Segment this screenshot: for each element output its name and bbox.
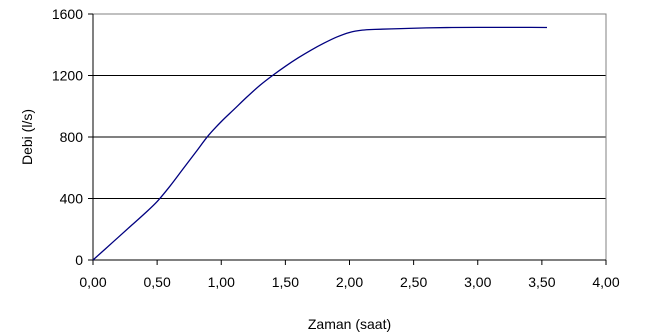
x-tick-label: 1,50 (272, 274, 299, 290)
x-tick-label: 1,00 (208, 274, 235, 290)
y-tick-label: 800 (60, 129, 84, 145)
x-tick-label: 0,00 (79, 274, 106, 290)
gridlines (93, 75, 606, 199)
y-tick-label: 1600 (52, 6, 83, 22)
y-tick-labels: 0 400 800 1200 1600 (52, 6, 83, 268)
x-tick-label: 2,00 (336, 274, 363, 290)
x-tick-labels: 0,00 0,50 1,00 1,50 2,00 2,50 3,00 3,50 4,00 (79, 274, 619, 290)
y-tick-label: 1200 (52, 68, 83, 84)
axes (88, 13, 607, 265)
y-tick-label: 0 (75, 252, 83, 268)
x-tick-label: 3,00 (464, 274, 491, 290)
series-line (92, 26, 548, 261)
x-axis-title: Zaman (saat) (308, 316, 391, 332)
x-tick-label: 4,00 (592, 274, 619, 290)
x-tick-label: 2,50 (400, 274, 427, 290)
y-axis-title: Debi (l/s) (19, 109, 35, 165)
x-tick-label: 3,50 (528, 274, 555, 290)
y-tick-label: 400 (60, 191, 84, 207)
x-tick-label: 0,50 (144, 274, 171, 290)
